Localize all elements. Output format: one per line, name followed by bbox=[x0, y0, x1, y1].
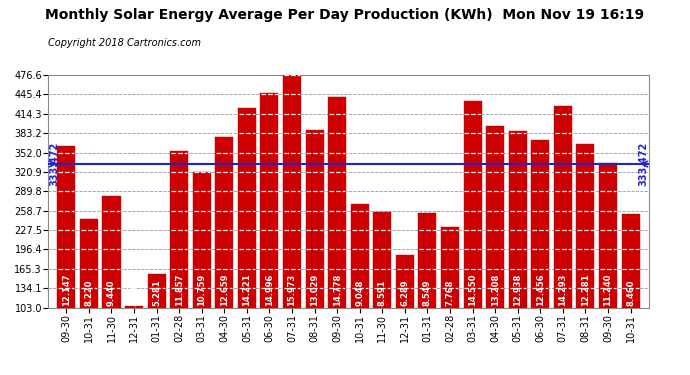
Text: 15.973: 15.973 bbox=[288, 274, 297, 306]
Text: 11.240: 11.240 bbox=[604, 274, 613, 306]
Text: 8.220: 8.220 bbox=[84, 280, 93, 306]
Bar bbox=[102, 196, 121, 308]
Bar bbox=[238, 108, 256, 307]
Bar bbox=[215, 136, 233, 308]
Text: 333.472: 333.472 bbox=[49, 142, 59, 186]
Text: 14.996: 14.996 bbox=[265, 274, 274, 306]
Bar bbox=[418, 213, 437, 308]
Bar bbox=[554, 106, 572, 307]
Text: 14.221: 14.221 bbox=[242, 274, 251, 306]
Bar bbox=[441, 227, 459, 308]
Bar bbox=[306, 130, 324, 308]
Text: 12.281: 12.281 bbox=[581, 274, 590, 306]
Bar bbox=[283, 75, 301, 307]
Text: 12.659: 12.659 bbox=[220, 274, 229, 306]
Text: 9.440: 9.440 bbox=[107, 280, 116, 306]
Text: Monthly Solar Energy Average Per Day Production (KWh)  Mon Nov 19 16:19: Monthly Solar Energy Average Per Day Pro… bbox=[46, 8, 644, 21]
Text: 11.857: 11.857 bbox=[175, 274, 184, 306]
Bar bbox=[531, 140, 549, 308]
Bar bbox=[260, 93, 279, 308]
Bar bbox=[509, 131, 526, 308]
Text: 14.293: 14.293 bbox=[558, 274, 567, 306]
Bar bbox=[57, 146, 75, 308]
Text: 13.208: 13.208 bbox=[491, 274, 500, 306]
Bar bbox=[396, 255, 414, 308]
Text: 13.029: 13.029 bbox=[310, 274, 319, 306]
Text: 12.147: 12.147 bbox=[62, 274, 71, 306]
Bar bbox=[373, 212, 391, 308]
Text: 12.456: 12.456 bbox=[535, 274, 545, 306]
Text: 8.591: 8.591 bbox=[378, 280, 387, 306]
Text: Copyright 2018 Cartronics.com: Copyright 2018 Cartronics.com bbox=[48, 38, 201, 48]
Bar bbox=[486, 126, 504, 308]
Text: 10.759: 10.759 bbox=[197, 274, 206, 306]
Bar bbox=[576, 144, 595, 308]
Bar bbox=[464, 101, 482, 308]
Text: 8.549: 8.549 bbox=[423, 280, 432, 306]
Text: 5.281: 5.281 bbox=[152, 280, 161, 306]
Text: 8.460: 8.460 bbox=[626, 280, 635, 306]
Bar bbox=[328, 97, 346, 308]
Text: 14.550: 14.550 bbox=[468, 274, 477, 306]
Bar bbox=[622, 214, 640, 308]
Text: 3.559: 3.559 bbox=[130, 280, 139, 306]
Bar bbox=[351, 204, 368, 308]
Text: 333.472: 333.472 bbox=[638, 142, 648, 186]
Text: 12.938: 12.938 bbox=[513, 274, 522, 306]
Bar bbox=[170, 152, 188, 308]
Bar bbox=[148, 273, 166, 308]
Text: 6.289: 6.289 bbox=[400, 280, 409, 306]
Text: 7.768: 7.768 bbox=[446, 280, 455, 306]
Bar bbox=[599, 163, 617, 308]
Text: 14.778: 14.778 bbox=[333, 274, 342, 306]
Bar bbox=[193, 172, 210, 308]
Bar bbox=[80, 219, 98, 308]
Text: 9.048: 9.048 bbox=[355, 280, 364, 306]
Bar bbox=[125, 306, 143, 308]
